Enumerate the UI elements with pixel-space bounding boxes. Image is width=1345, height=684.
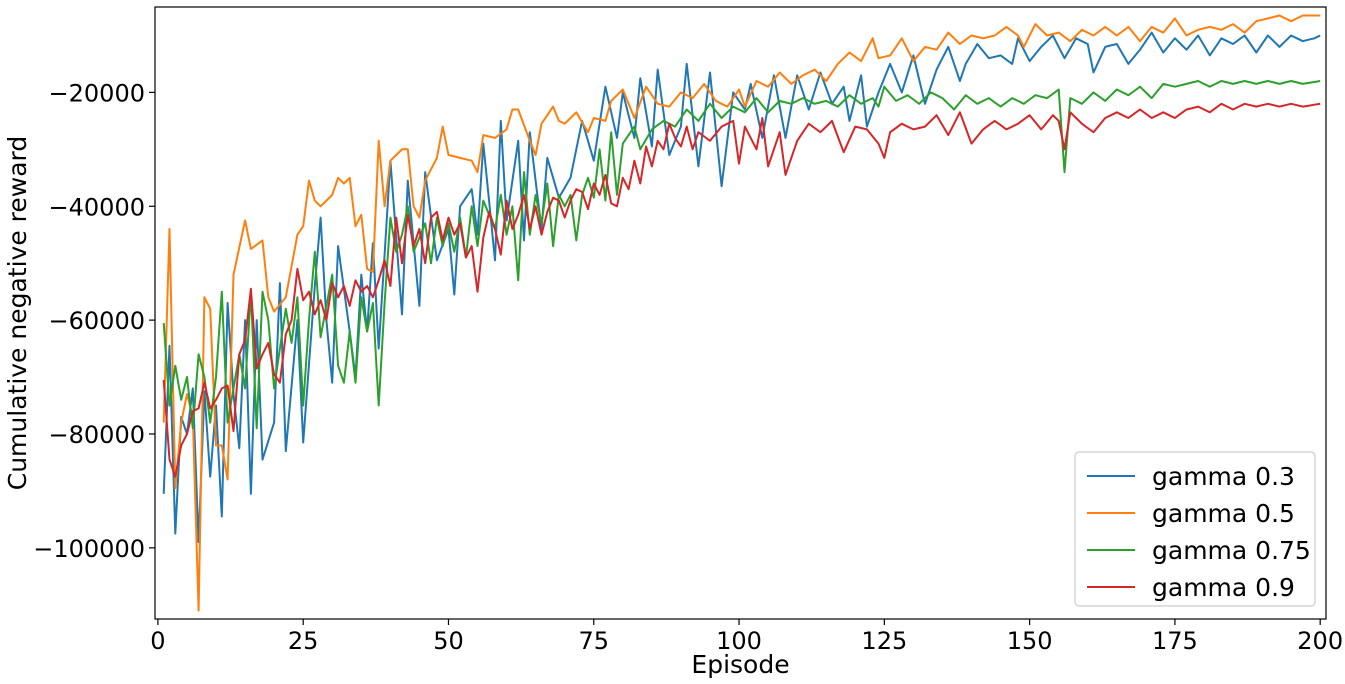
y-tick-label: −20000 xyxy=(49,79,145,107)
x-tick-label: 125 xyxy=(861,627,907,655)
plot-frame xyxy=(154,6,1327,620)
x-tick-label: 50 xyxy=(433,627,464,655)
x-axis-label: Episode xyxy=(691,650,789,679)
y-tick-label: −60000 xyxy=(49,307,145,335)
x-tick-label: 100 xyxy=(716,627,762,655)
x-tick-label: 0 xyxy=(150,627,165,655)
x-axis-ticks: 0 25 50 75 100 125 150 175 200 xyxy=(150,619,1343,655)
x-tick-label: 150 xyxy=(1007,627,1053,655)
series-line-4 xyxy=(162,102,1321,478)
legend-label: gamma 0.75 xyxy=(1152,536,1311,565)
y-tick-label: −100000 xyxy=(33,535,145,563)
y-axis-label: Cumulative negative reward xyxy=(3,136,32,491)
y-axis-ticks: −100000 −80000 −60000 −40000 −20000 xyxy=(33,79,155,563)
x-tick-label: 175 xyxy=(1152,627,1198,655)
y-tick-label: −80000 xyxy=(49,421,145,449)
x-tick-label: 25 xyxy=(288,627,319,655)
legend-label: gamma 0.3 xyxy=(1152,462,1295,491)
legend-box xyxy=(1074,451,1316,607)
legend-label: gamma 0.5 xyxy=(1152,499,1295,528)
x-tick-label: 200 xyxy=(1297,627,1343,655)
x-tick-label: 75 xyxy=(578,627,609,655)
series-line-3 xyxy=(162,80,1321,430)
legend-label: gamma 0.9 xyxy=(1152,573,1295,602)
series-line-2 xyxy=(162,14,1321,612)
legend: gamma 0.3 gamma 0.5 gamma 0.75 gamma 0.9 xyxy=(1074,451,1316,607)
series-layer xyxy=(162,14,1321,612)
y-tick-label: −40000 xyxy=(49,193,145,221)
